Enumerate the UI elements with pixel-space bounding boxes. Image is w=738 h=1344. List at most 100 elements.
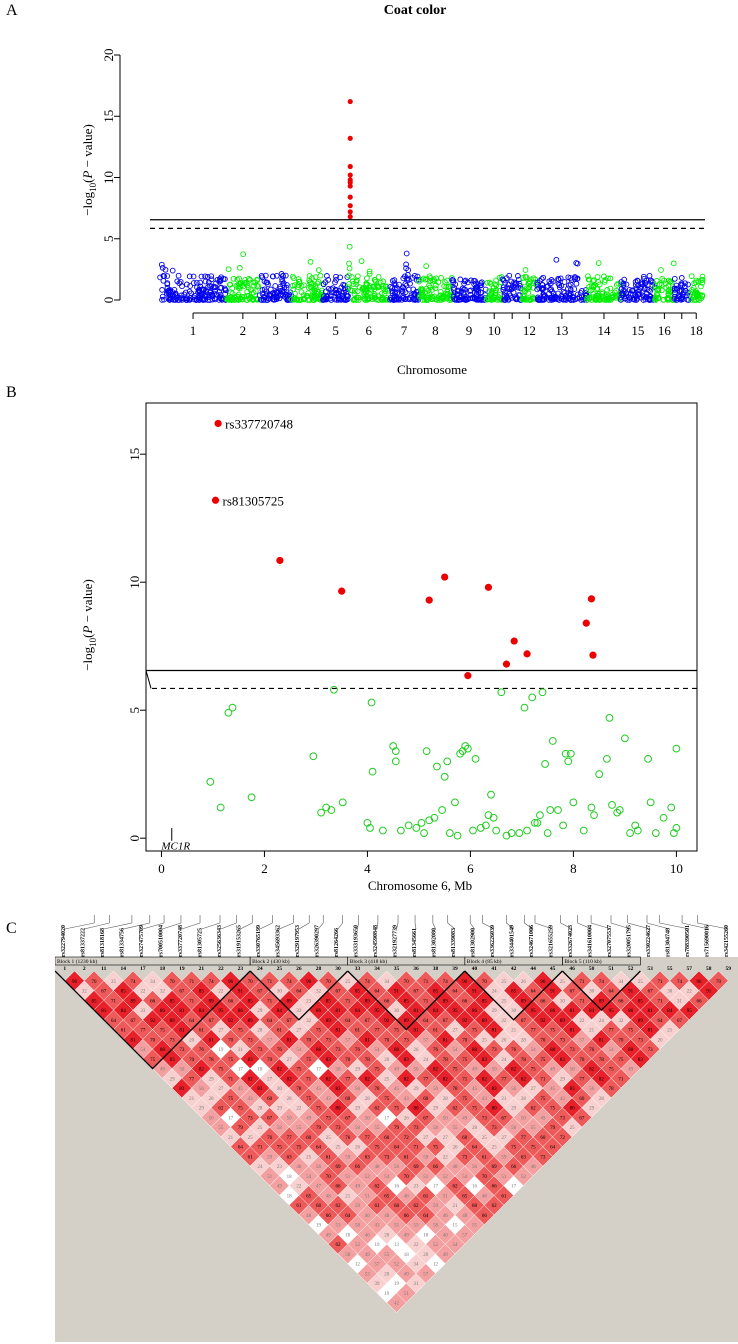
ld-value: 75 — [306, 1058, 312, 1063]
snp-point — [281, 284, 288, 291]
snp-point — [250, 279, 257, 286]
regional-snp — [216, 803, 225, 812]
ld-value: 95 — [374, 1009, 380, 1014]
snp-label: rs327475709 — [139, 925, 145, 957]
snp-connector-line — [627, 922, 651, 930]
snp-point — [585, 287, 592, 293]
ld-value: 58 — [511, 1126, 516, 1131]
snp-point — [473, 290, 480, 297]
ld-value: 25 — [501, 999, 507, 1004]
regional-y-tick-label: 10 — [127, 576, 142, 589]
snp-point — [467, 287, 474, 294]
snp-point — [647, 288, 653, 294]
ld-value: 31 — [677, 999, 683, 1004]
ld-value: 85 — [355, 990, 361, 995]
ld-value: 28 — [209, 1097, 215, 1102]
snp-point — [646, 297, 653, 303]
regional-snp — [590, 811, 598, 820]
snp-point — [522, 267, 529, 273]
ld-value: 50 — [179, 1068, 185, 1073]
snp-point — [492, 288, 499, 294]
ld-value: 83 — [257, 1087, 263, 1092]
ld-value: 61 — [482, 1155, 488, 1160]
ld-value: 21 — [501, 1097, 507, 1102]
ld-value: 53 — [414, 1224, 420, 1229]
snp-point — [450, 277, 457, 284]
ld-value: 71 — [423, 999, 429, 1004]
snp-point — [206, 282, 213, 289]
regional-snp — [561, 749, 570, 758]
ld-value: 82 — [365, 1077, 371, 1082]
ld-value: 83 — [170, 1058, 176, 1063]
snp-point — [258, 272, 265, 279]
snp-point — [510, 283, 517, 290]
ld-value: 86 — [160, 1009, 166, 1014]
ld-value: 85 — [638, 999, 644, 1004]
snp-point — [348, 274, 355, 280]
snp-point — [607, 285, 614, 292]
ld-value: 77 — [531, 1029, 537, 1034]
ld-value: 77 — [579, 1077, 585, 1082]
ld-value: 29 — [199, 1107, 205, 1112]
ld-value: 59 — [423, 1155, 429, 1160]
ld-value: 29 — [209, 1077, 215, 1082]
ld-value: 60 — [462, 1136, 468, 1141]
ld-value: 56 — [316, 1165, 322, 1170]
ld-value: 12 — [433, 1263, 439, 1268]
snp-point — [629, 287, 635, 294]
ld-value: 22 — [687, 990, 693, 995]
ld-value: 17 — [228, 1116, 234, 1121]
ld-value: 40 — [365, 1233, 371, 1238]
ld-value: 64 — [657, 1019, 663, 1024]
snp-point — [187, 283, 193, 289]
marker-number: 2 — [83, 966, 86, 972]
snp-label: rs345693362 — [275, 925, 281, 957]
snp-point — [677, 287, 683, 294]
ld-value: 19 — [316, 1224, 322, 1229]
ld-value: 86 — [316, 1009, 322, 1014]
ld-value: 70 — [248, 980, 254, 985]
ld-value: 48 — [384, 1214, 390, 1219]
regional-snp — [327, 806, 336, 814]
snp-point — [271, 296, 278, 303]
regional-x-tick-label: 10 — [670, 861, 683, 876]
snp-point — [235, 296, 242, 303]
ld-value: 83 — [404, 1058, 410, 1063]
regional-snp — [659, 813, 668, 822]
snp-point — [465, 295, 471, 301]
ld-value: 89 — [638, 1019, 644, 1024]
snp-connector-line — [123, 922, 150, 930]
snp-point — [461, 278, 468, 285]
snp-point — [266, 291, 273, 298]
ld-value: 64 — [423, 1019, 429, 1024]
snp-label: rs320051795 — [627, 925, 633, 957]
ld-value: 19 — [218, 1048, 224, 1053]
snp-point — [588, 297, 595, 303]
ld-value: 73 — [326, 1038, 332, 1043]
snp-point — [574, 276, 581, 282]
marker-number: 41 — [491, 966, 497, 972]
snp-point — [577, 290, 584, 296]
ld-value: 67 — [179, 990, 185, 995]
ld-value: 84 — [277, 1009, 283, 1014]
ld-value: 62 — [374, 1185, 380, 1190]
snp-point — [658, 287, 665, 294]
panel-letter-b: B — [6, 384, 17, 401]
marker-number: 28 — [316, 966, 322, 972]
ld-value: 29 — [492, 1009, 498, 1014]
ld-value: 56 — [511, 1087, 516, 1092]
snp-point — [256, 292, 263, 299]
manhattan-points — [157, 243, 706, 303]
ld-block-label: Block 5 (110 kb) — [564, 958, 601, 965]
snp-point — [450, 293, 457, 300]
snp-point — [350, 297, 357, 303]
snp-point — [506, 272, 513, 279]
ld-value: 84 — [121, 1009, 127, 1014]
ld-value: 25 — [248, 1136, 254, 1141]
ld-value: 81 — [131, 1038, 137, 1043]
ld-value: 34 — [150, 980, 156, 985]
ld-value: 43 — [248, 1097, 254, 1102]
snp-point — [599, 289, 605, 296]
regional-snp — [520, 703, 529, 712]
regional-snp — [489, 813, 498, 822]
